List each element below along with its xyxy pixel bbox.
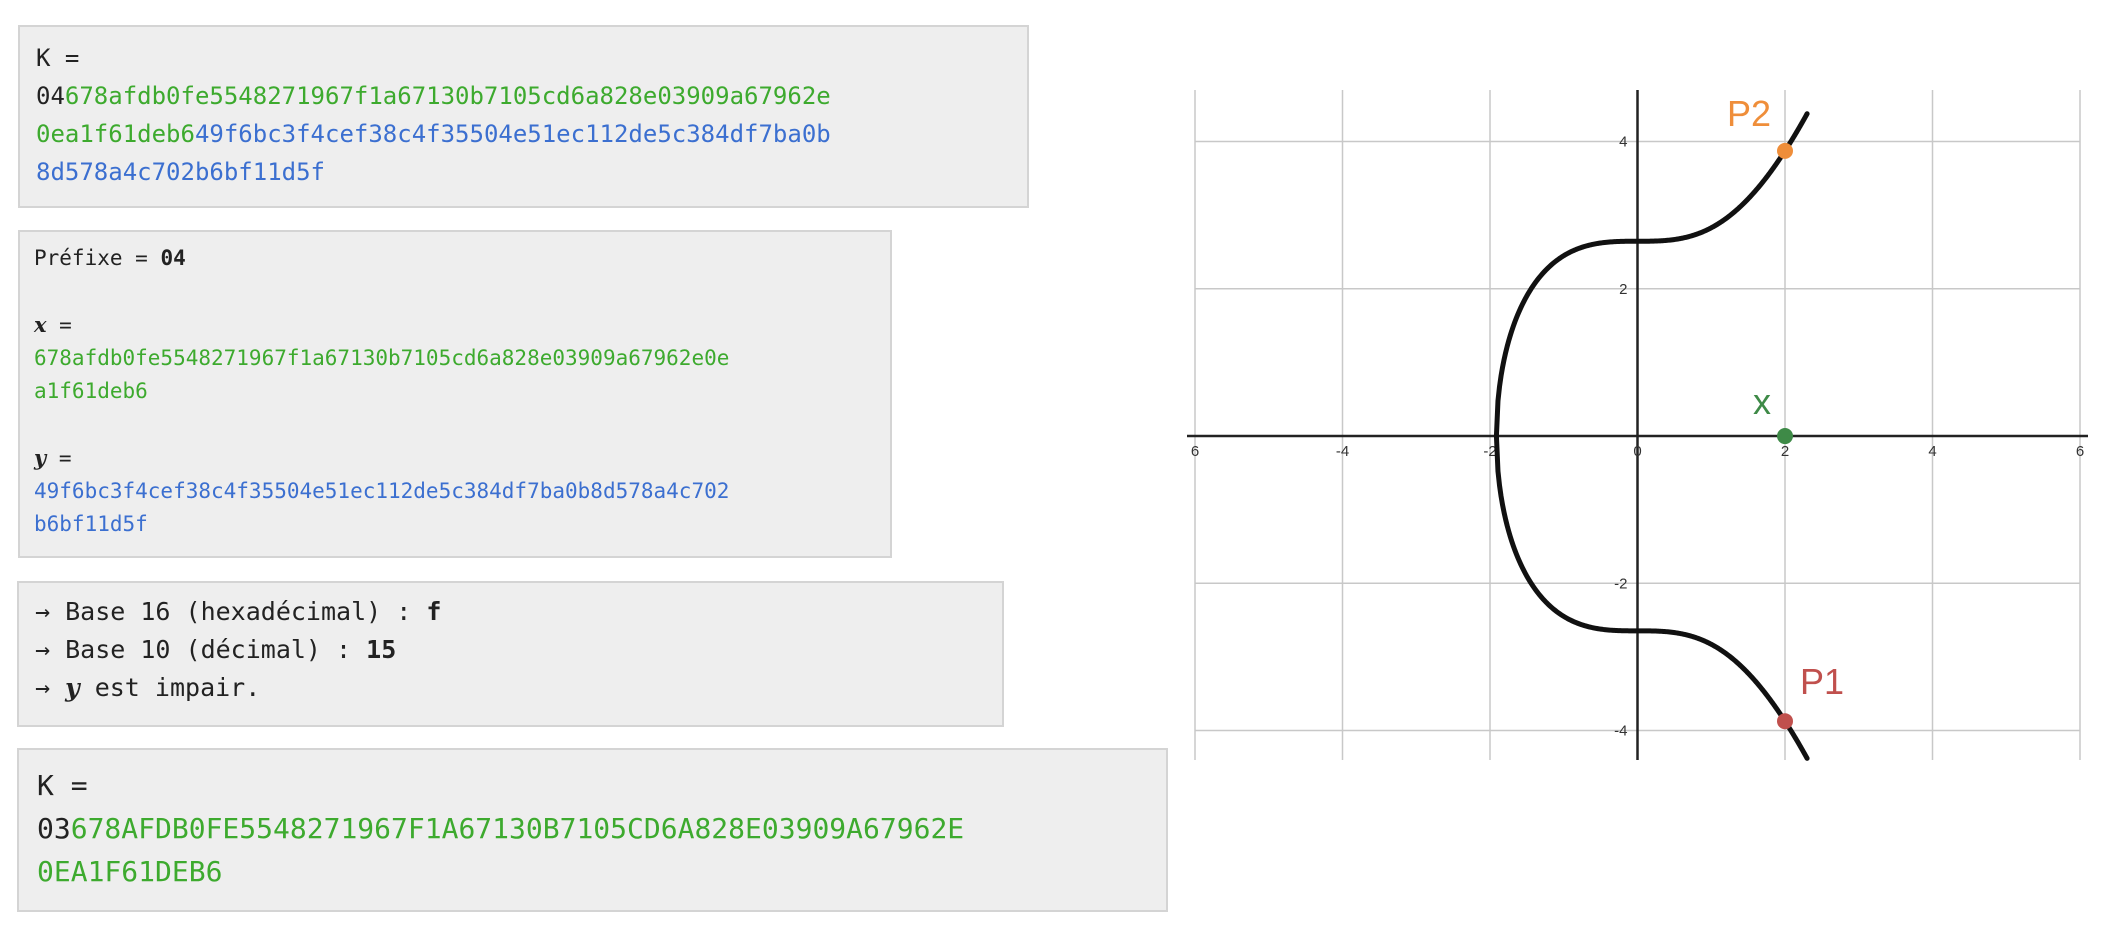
y-tick-label: -4 [1614,723,1627,740]
x-hex-part-2: 0ea1f61deb6 [36,120,195,148]
compressed-x-part-1: 678AFDB0FE5548271967F1A67130B7105CD6A828… [71,812,964,845]
x-variable: x [34,312,47,337]
compressed-prefix: 03 [37,812,71,845]
y-coordinate-line-1: 49f6bc3f4cef38c4f35504e51ec112de5c384df7… [34,475,876,508]
point-x-label: x [1753,381,1771,422]
point-x-marker [1777,428,1793,444]
y-tick-label: 2 [1619,281,1627,298]
y-variable: y [34,445,46,470]
y-tick-label: -2 [1614,575,1627,592]
x-tick-label: 2 [1781,443,1789,460]
k-label: K = [37,764,1148,807]
x-coordinate-line-1: 678afdb0fe5548271967f1a67130b7105cd6a828… [34,342,876,375]
base16-text: Base 16 (hexadécimal) : [50,597,426,626]
x-hex-part-1: 678afdb0fe5548271967f1a67130b7105cd6a828… [65,82,831,110]
point-p2-label: P2 [1727,93,1771,134]
y-variable: y [65,673,80,702]
y-tick-label: 4 [1619,134,1627,151]
point-p1-marker [1777,713,1793,729]
arrow-icon: → [35,635,50,664]
parity-panel: → Base 16 (hexadécimal) : f → Base 10 (d… [17,581,1004,727]
x-tick-label: -4 [1336,443,1349,460]
x-equals: = [47,313,72,337]
base16-value: f [426,597,441,626]
y-coordinate-line-2: b6bf11d5f [34,508,876,541]
coordinates-split-panel: Préfixe = 04 x = 678afdb0fe5548271967f1a… [18,230,892,558]
odd-text: est impair. [80,673,261,702]
y-equals: = [46,446,71,470]
point-p2-marker [1777,143,1793,159]
y-hex-part-1: 49f6bc3f4cef38c4f35504e51ec112de5c384df7… [195,120,831,148]
base10-text: Base 10 (décimal) : [50,635,366,664]
arrow-icon: → [35,673,50,702]
x-coordinate-line-2: a1f61deb6 [34,375,876,408]
uncompressed-key-panel: K = 04678afdb0fe5548271967f1a67130b7105c… [18,25,1029,208]
arrow-icon: → [35,597,50,626]
point-p1-label: P1 [1800,661,1844,702]
compressed-key-panel: K = 03678AFDB0FE5548271967F1A67130B7105C… [17,748,1168,912]
base10-value: 15 [366,635,396,664]
prefix-label: Préfixe = [34,246,160,270]
prefix-value: 04 [160,246,185,270]
y-hex-part-2: 8d578a4c702b6bf11d5f [36,158,325,186]
k-label: K = [36,39,1011,77]
x-tick-label: 0 [1633,443,1641,460]
axes [1187,90,2088,760]
x-tick-label: 6 [2076,443,2084,460]
x-tick-label: 4 [1928,443,1936,460]
x-tick-label: 6 [1191,443,1199,460]
compressed-x-part-2: 0EA1F61DEB6 [37,850,1148,893]
uncompressed-prefix: 04 [36,82,65,110]
